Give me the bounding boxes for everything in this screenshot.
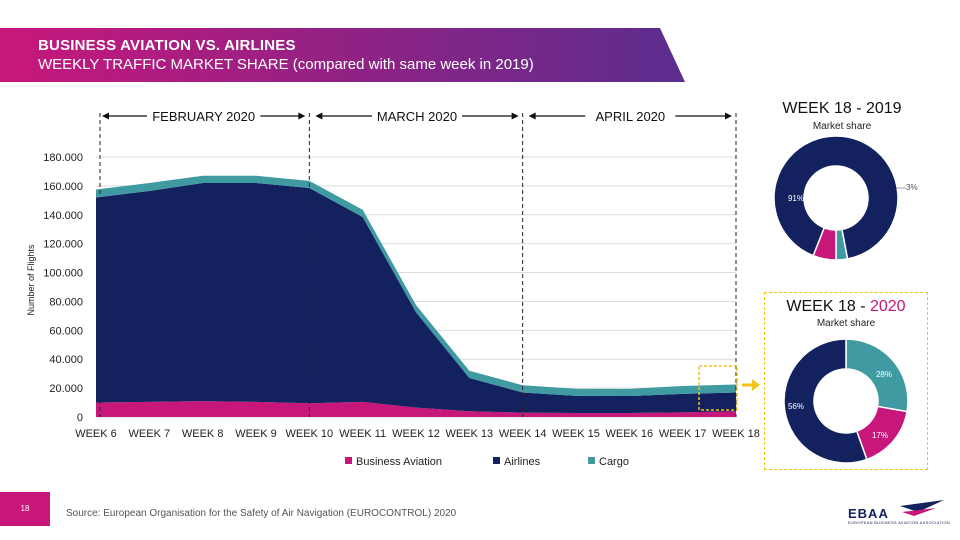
source-note: Source: European Organisation for the Sa…: [66, 508, 457, 519]
donut-2019-title-year: 2019: [865, 100, 902, 117]
x-tick-label: WEEK 9: [235, 428, 277, 440]
x-tick-label: WEEK 16: [605, 428, 653, 440]
x-axis-ticks: WEEK 6 WEEK 7 WEEK 8 WEEK 9 WEEK 10 WEEK 11 WE…: [75, 428, 760, 440]
x-tick-label: WEEK 15: [552, 428, 600, 440]
donut-2020-title-year: 2020: [869, 298, 906, 315]
x-tick-label: WEEK 12: [392, 428, 440, 440]
y-tick-label: 160.000: [43, 181, 83, 193]
donut-2020-title: WEEK 18 - 2020: [766, 298, 926, 316]
y-axis-ticks: 0 20.000 40.000 60.000 80.000 100.000 120.000 1…: [43, 152, 83, 424]
legend-swatch: [493, 457, 500, 464]
legend-swatch: [588, 457, 595, 464]
ebaa-logo: EBAA EUROPEAN BUSINESS AVIATION ASSOCIAT…: [840, 498, 950, 528]
y-tick-label: 140.000: [43, 210, 83, 222]
arrowhead-right-icon: [298, 112, 306, 120]
y-axis-label: Number of Flights: [26, 244, 36, 316]
legend-swatch: [345, 457, 352, 464]
donut-slice-label: 91%: [788, 194, 804, 203]
donut-2019-subtitle: Market share: [812, 121, 872, 132]
donut-2020-highlight-box: [764, 292, 928, 470]
donut-slice-label: 3%: [906, 183, 918, 192]
y-tick-label: 0: [77, 412, 83, 424]
x-tick-label: WEEK 13: [445, 428, 493, 440]
legend-label: Cargo: [599, 456, 629, 468]
period-annotations: FEBRUARY 2020 MARCH 2020 APRIL 2020: [99, 109, 737, 417]
highlight-arrow: [742, 379, 760, 391]
donut-slice-label: 28%: [876, 370, 892, 379]
chart-legend: Business Aviation Airlines Cargo: [345, 456, 629, 468]
logo-subtext: EUROPEAN BUSINESS AVIATION ASSOCIATION: [848, 520, 951, 525]
donut-chart-2019: 3%6%91%: [773, 136, 918, 261]
donut-slice-airlines: [773, 136, 899, 260]
legend-item: Airlines: [493, 456, 541, 468]
area-airlines: [96, 183, 736, 413]
page-number: 18: [0, 492, 50, 526]
y-tick-label: 40.000: [49, 354, 83, 366]
x-tick-label: WEEK 6: [75, 428, 117, 440]
stacked-areas: [96, 175, 736, 417]
x-tick-label: WEEK 18: [712, 428, 760, 440]
donut-slice-cargo: [845, 338, 909, 413]
x-tick-label: WEEK 10: [285, 428, 333, 440]
donut-2020-subtitle: Market share: [816, 318, 876, 329]
x-tick-label: WEEK 17: [659, 428, 707, 440]
legend-label: Business Aviation: [356, 456, 442, 468]
banner-shape: [0, 28, 685, 82]
donut-chart-2020: 28% 17% 56%: [783, 338, 909, 464]
arrowhead-left-icon: [315, 112, 323, 120]
donut-slice-label: 56%: [788, 402, 804, 411]
page-subtitle: WEEKLY TRAFFIC MARKET SHARE (compared wi…: [38, 56, 534, 73]
donut-2019-title-prefix: WEEK 18 -: [782, 100, 866, 117]
x-tick-label: WEEK 8: [182, 428, 224, 440]
period-february-2020: FEBRUARY 2020: [102, 109, 306, 124]
arrowhead-left-icon: [102, 112, 109, 120]
period-april-2020: APRIL 2020: [528, 109, 732, 124]
arrowhead-right-icon: [511, 112, 519, 120]
x-tick-label: WEEK 14: [499, 428, 547, 440]
donut-slice-label: 17%: [872, 431, 888, 440]
legend-label: Airlines: [504, 456, 541, 468]
weekly-traffic-chart: 0 20.000 40.000 60.000 80.000 100.000 120.000 1…: [26, 109, 760, 468]
logo-wing-icon: [900, 500, 944, 516]
y-tick-label: 100.000: [43, 268, 83, 280]
period-march-2020: MARCH 2020: [315, 109, 519, 124]
area-business-aviation: [96, 401, 736, 417]
y-tick-label: 180.000: [43, 152, 83, 164]
page-title: BUSINESS AVIATION VS. AIRLINES: [38, 37, 296, 54]
y-tick-label: 60.000: [49, 325, 83, 337]
donut-slice-airlines: [783, 338, 868, 464]
y-tick-label: 20.000: [49, 383, 83, 395]
arrowhead-left-icon: [528, 112, 536, 120]
logo-text: EBAA: [848, 506, 889, 521]
donut-2020-title-prefix: WEEK 18 -: [786, 298, 870, 315]
period-label: FEBRUARY 2020: [152, 109, 255, 124]
period-label: MARCH 2020: [377, 109, 457, 124]
donut-2019-title: WEEK 18 - 2019: [762, 100, 922, 118]
arrowhead-right-icon: [725, 112, 732, 120]
x-tick-label: WEEK 11: [339, 428, 386, 440]
week18-highlight: [698, 365, 738, 411]
legend-item: Cargo: [588, 456, 629, 468]
y-tick-label: 80.000: [49, 296, 83, 308]
header-banner: [0, 28, 685, 82]
legend-item: Business Aviation: [345, 456, 442, 468]
y-tick-label: 120.000: [43, 239, 83, 251]
x-tick-label: WEEK 7: [129, 428, 171, 440]
period-label: APRIL 2020: [596, 109, 666, 124]
